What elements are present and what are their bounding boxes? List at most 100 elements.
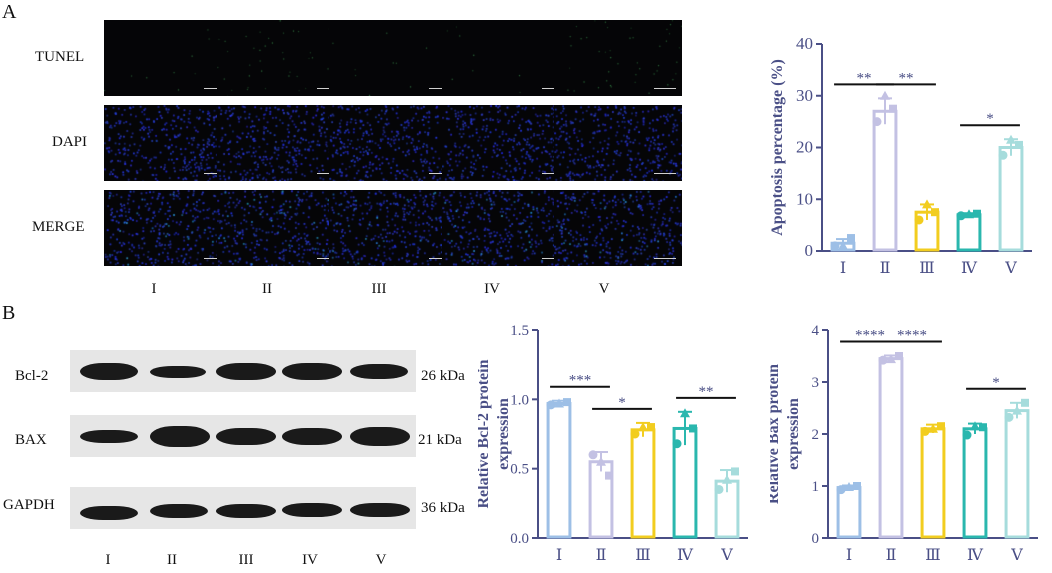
data-point: [847, 234, 855, 243]
x-tick-label: Ⅳ: [961, 260, 978, 277]
y-tick-label: 1: [812, 479, 820, 495]
band: [282, 428, 342, 445]
band: [80, 506, 138, 520]
band: [80, 363, 138, 380]
micrograph-tile: [442, 20, 570, 96]
band: [282, 503, 342, 517]
bar-3: [920, 427, 946, 539]
x-tick-label: Ⅰ: [556, 547, 562, 564]
col-label-1: I: [151, 281, 157, 297]
col-label-3: III: [371, 281, 387, 297]
blot-col-label-5: V: [375, 552, 387, 568]
data-point: [878, 355, 888, 365]
micrograph-tile: [217, 190, 345, 266]
scale-bar: [429, 88, 451, 89]
significance-label: ****: [855, 327, 885, 343]
scale-bar: [542, 258, 564, 259]
y-tick-label: 0.0: [510, 531, 529, 547]
y-tick-label: 20: [796, 138, 813, 157]
data-point: [880, 90, 890, 100]
band: [216, 363, 276, 380]
band: [150, 426, 210, 447]
data-point: [731, 467, 739, 476]
micrograph-tile: [329, 105, 457, 181]
data-point: [922, 199, 932, 209]
band: [350, 503, 410, 517]
data-point: [973, 209, 981, 218]
scale-bar: [542, 173, 564, 174]
significance-label: *: [618, 395, 626, 411]
blot-col-label-2: II: [167, 552, 177, 568]
blot-strip-bax: [70, 415, 416, 457]
data-point: [838, 240, 848, 250]
scale-bar: [429, 258, 451, 259]
blot-strip-bcl2: [70, 350, 416, 392]
data-point: [979, 423, 987, 432]
data-point: [1004, 412, 1014, 422]
kda-label-gapdh: 36 kDa: [421, 500, 465, 516]
data-point: [836, 485, 846, 495]
scale-bar: [654, 258, 676, 259]
micrograph-tile: [329, 20, 457, 96]
bar-5: [998, 146, 1024, 252]
y-tick-label: 1.5: [510, 323, 529, 339]
blot-label-gapdh: GAPDH: [3, 497, 55, 513]
x-tick-label: Ⅱ: [886, 547, 897, 564]
data-point: [638, 422, 648, 432]
data-point: [596, 456, 606, 466]
y-tick-label: 2: [812, 427, 820, 443]
blot-strip-gapdh: [70, 487, 416, 529]
data-point: [647, 423, 655, 432]
scale-bar: [317, 88, 339, 89]
band: [350, 364, 408, 379]
col-label-2: II: [262, 281, 272, 297]
micrograph-tile: [554, 20, 682, 96]
micrograph-tile: [554, 105, 682, 181]
data-point: [546, 400, 556, 410]
data-point: [672, 439, 682, 449]
micrograph-tile: [442, 105, 570, 181]
data-point: [889, 104, 897, 113]
data-point: [937, 422, 945, 431]
y-axis-label: Apoptosis percentage (%): [769, 59, 786, 236]
bcl2-bar-chart: 0.0 0.5 1.0 1.5 Relative Bcl-2 proteinexpres…: [478, 323, 748, 564]
y-tick-label: 40: [796, 34, 813, 53]
row-label-tunel: TUNEL: [35, 49, 85, 65]
significance-label: **: [699, 384, 714, 400]
x-tick-label: Ⅰ: [846, 547, 852, 564]
bax-bar-chart: 0 1 2 3 4 Relative Bax proteinexpression Ⅰ Ⅱ Ⅲ Ⅳ Ⅴ…: [770, 323, 1038, 564]
bar-2: [872, 109, 898, 252]
y-tick-label: 30: [796, 86, 813, 105]
micrograph-tile: [442, 190, 570, 266]
data-point: [630, 429, 640, 439]
significance-label: *: [992, 375, 1000, 391]
scale-bar: [654, 173, 676, 174]
micrograph-tile: [104, 105, 232, 181]
data-point: [1015, 140, 1023, 149]
col-label-5: V: [598, 281, 610, 297]
row-label-merge: MERGE: [32, 219, 85, 235]
col-label-4: IV: [484, 281, 500, 297]
micrograph-tile: [104, 190, 232, 266]
y-tick-label: 3: [812, 375, 820, 391]
data-point: [605, 471, 613, 480]
x-tick-label: Ⅳ: [677, 547, 694, 564]
blot-col-label-1: I: [105, 552, 111, 568]
x-tick-label: Ⅴ: [1004, 260, 1017, 277]
data-point: [931, 208, 939, 217]
panel-a-letter: A: [2, 1, 17, 23]
micrograph-tile: [217, 20, 345, 96]
data-point: [830, 241, 840, 251]
data-point: [1006, 134, 1016, 144]
y-axis-label: Relative Bcl-2 proteinexpression: [478, 359, 512, 508]
x-tick-label: Ⅲ: [919, 260, 934, 277]
band: [80, 430, 138, 443]
data-point: [964, 209, 974, 219]
data-point: [970, 421, 980, 431]
x-tick-label: Ⅱ: [596, 547, 607, 564]
y-tick-label: 4: [812, 323, 820, 339]
panel-b-letter: B: [2, 302, 16, 324]
significance-label: *: [986, 111, 994, 127]
y-tick-label: 1.0: [510, 392, 529, 408]
